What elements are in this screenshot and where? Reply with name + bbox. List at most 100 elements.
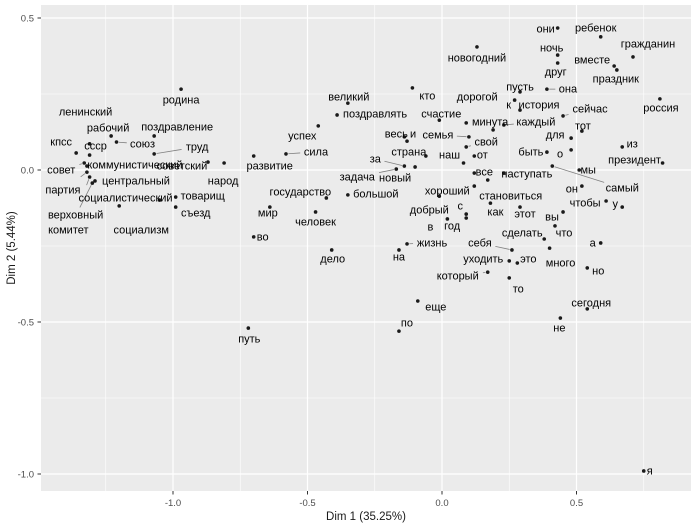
data-point [604,199,608,203]
word-label: новогодний [448,52,506,64]
word-label: дело [320,253,345,265]
data-point [631,55,635,59]
data-point [467,135,471,139]
word-label: во [257,231,269,243]
word-label: свой [474,136,497,148]
word-label: по [401,318,413,330]
x-tick-label: -0.5 [299,498,315,509]
word-label: минута [472,116,509,128]
data-point [405,242,409,246]
word-label: вы [545,211,559,223]
data-point [620,205,625,209]
data-point [585,307,590,311]
data-point [313,210,318,214]
data-point [410,86,415,90]
data-point [85,164,89,168]
data-point [518,90,522,94]
word-label: россия [643,102,678,114]
data-point [502,171,506,175]
word-label: становиться [479,191,542,203]
data-point [437,118,442,122]
data-point [461,161,466,165]
data-point [569,148,573,152]
word-label: друг [545,66,567,78]
leader-line [156,149,182,154]
word-label: из [627,138,638,150]
leader-line [495,245,510,250]
data-point [268,205,272,209]
leader-line [506,123,514,126]
data-point [580,129,584,133]
word-label: наступать [501,169,552,181]
data-point [464,121,469,125]
word-label: праздник [593,73,640,85]
data-point [251,235,256,239]
data-point [518,108,522,112]
y-tick-label: 0.5 [21,14,34,25]
word-label: путь [238,334,260,346]
x-tick-label: 0.5 [570,498,583,509]
word-label: у [612,199,618,211]
data-point [87,175,92,179]
data-point [413,165,417,169]
word-label: рабочий [87,122,129,134]
data-point [222,161,226,165]
word-label: верховный [48,209,103,221]
word-label: а [590,237,597,249]
word-label: труд [186,141,209,153]
word-label: я [647,465,653,477]
data-point [117,204,121,208]
word-label: тот [575,121,591,133]
data-point [485,270,490,274]
word-label: большой [353,188,398,200]
word-label: государство [270,186,332,198]
word-label: страна [391,147,427,159]
data-point [507,276,512,280]
data-point [397,329,401,333]
leader-line [378,169,394,174]
data-point [402,164,407,168]
word-label: сегодня [571,297,611,309]
data-point [87,153,92,157]
data-point [424,154,428,158]
data-point [87,142,92,146]
leader-line [118,141,127,144]
data-point [515,261,520,265]
word-label: к [506,100,511,112]
data-point [553,224,557,228]
leader-line [554,166,605,183]
data-point [173,205,178,209]
data-point [152,152,156,156]
data-point [569,136,573,140]
word-label: товарищ [181,191,225,203]
word-label: успех [288,130,317,142]
data-point [547,246,552,250]
word-label: кто [419,90,435,102]
word-label: совет [47,165,75,177]
word-label: самый [606,183,639,195]
data-point [152,134,156,138]
word-label: они [536,24,554,36]
word-label: социализм [113,224,168,236]
data-point [173,195,178,199]
data-point [561,210,565,214]
leader-line [565,114,569,116]
data-point [472,154,477,158]
data-point [437,194,442,198]
word-label: дорогой [457,91,498,103]
data-point [577,168,581,172]
word-label: на [393,251,406,263]
word-label: что [556,227,573,239]
word-label: себя [468,237,492,249]
word-label: ребенок [575,22,617,34]
data-point [475,45,479,49]
word-label: история [519,100,560,112]
word-label: для [546,130,565,142]
y-tick-label: -0.5 [18,318,34,329]
word-label: счастие [421,109,461,121]
data-point [179,87,183,91]
data-point [394,167,399,171]
data-point [324,196,329,200]
data-point [620,145,625,149]
